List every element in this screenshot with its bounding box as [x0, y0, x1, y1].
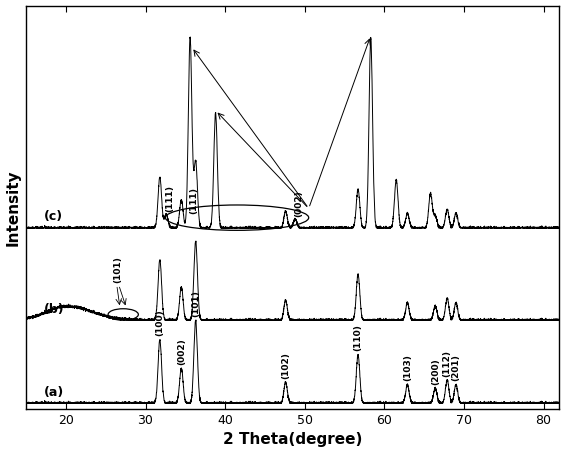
- Text: (111): (111): [165, 185, 174, 212]
- Text: (002): (002): [294, 190, 303, 217]
- Text: (100): (100): [155, 310, 164, 337]
- Text: (c): (c): [44, 211, 63, 223]
- Text: (201): (201): [451, 355, 460, 381]
- Y-axis label: Intensity: Intensity: [6, 169, 20, 246]
- Text: (101): (101): [113, 256, 122, 284]
- Text: (b): (b): [44, 303, 64, 316]
- Text: (101): (101): [191, 290, 200, 317]
- Text: (002): (002): [177, 338, 186, 365]
- Text: (111): (111): [189, 187, 198, 214]
- Text: (112): (112): [443, 350, 451, 377]
- Text: (110): (110): [354, 324, 363, 352]
- X-axis label: 2 Theta(degree): 2 Theta(degree): [223, 433, 363, 448]
- Text: (200): (200): [431, 358, 440, 385]
- Text: (a): (a): [44, 386, 64, 399]
- Text: (102): (102): [281, 352, 290, 379]
- Text: (103): (103): [403, 355, 412, 381]
